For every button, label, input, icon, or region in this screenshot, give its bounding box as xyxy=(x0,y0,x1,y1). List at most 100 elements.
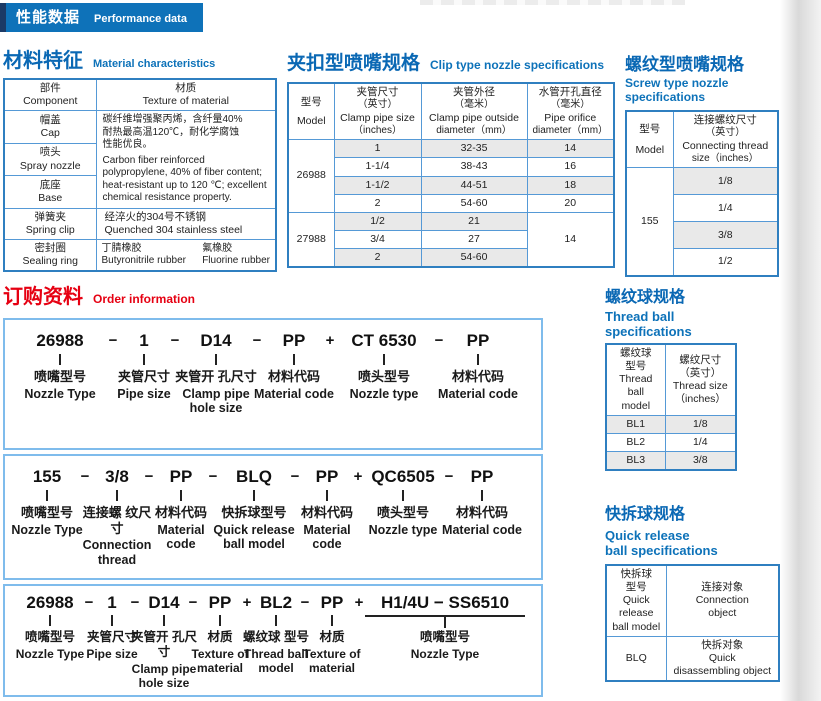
tick-line xyxy=(180,490,182,501)
order-code-token: CT 6530 xyxy=(351,331,417,350)
header-en: model xyxy=(621,399,651,412)
order-code-token: + xyxy=(353,468,363,485)
quick-title-en2: ball specifications xyxy=(605,543,718,558)
order-code-token: PP xyxy=(470,467,494,486)
header-en: Texture of material xyxy=(142,95,229,108)
material-title-zh: 材料特征 xyxy=(3,50,83,72)
header-en: Pipe orifice xyxy=(544,111,597,124)
order-code-token: 155 xyxy=(32,467,62,486)
screw-header-size: 连接螺纹尺寸 （英寸） Connecting thread size（inche… xyxy=(672,110,779,169)
order-label-en: Nozzle Type xyxy=(24,386,96,401)
cell-en: Quick xyxy=(708,651,736,664)
order-code-token: D14 xyxy=(200,331,232,350)
tick-line xyxy=(163,615,165,626)
header-zh: 夹管尺寸 xyxy=(356,86,399,98)
table-row: BL3 3/8 xyxy=(605,450,737,471)
order-code-part: PP 材料代码 Material code xyxy=(442,465,522,537)
order-code-token: PP xyxy=(315,467,339,486)
order-code-token: PP xyxy=(169,467,193,486)
order-code-token: BLQ xyxy=(236,467,272,486)
order-label-en: Clamp pipe hole size xyxy=(131,662,197,691)
order-code-token: 1 xyxy=(139,331,149,350)
order-label-en: Texture of material xyxy=(191,647,249,676)
order-code-separator: − xyxy=(299,592,311,614)
cell-zh: 底座 xyxy=(39,178,61,191)
order-code-separator: + xyxy=(321,329,339,353)
screw-title-zh: 螺纹型喷嘴规格 xyxy=(625,55,744,74)
header-zh: 材质 xyxy=(175,82,197,94)
order-label-zh: 夹管开 孔尺寸 xyxy=(131,630,197,659)
table-row: 3/8 xyxy=(626,221,779,250)
order-label-zh: 喷嘴型号 xyxy=(20,505,73,520)
cropped-text-remnant xyxy=(420,0,685,5)
cell-zh: 弹簧夹 xyxy=(34,210,67,223)
table-row: 2 54-60 xyxy=(288,248,614,268)
order-label-en: Nozzle type xyxy=(349,386,419,401)
order-label-zh: 喷嘴型号 xyxy=(24,630,75,644)
order-code-part: 1 夹管尺寸 Pipe size xyxy=(86,592,137,661)
header-en-sub: size（inches） xyxy=(691,152,759,164)
header-zh: 型号 xyxy=(625,581,647,594)
order-label-en: Nozzle Type xyxy=(410,647,480,661)
clip-table: 型号 Model 夹管尺寸 （英寸） Clamp pipe size （inch… xyxy=(287,82,615,269)
desc-en: Carbon fiber reinforced polypropylene, 4… xyxy=(102,154,267,204)
order-code-part: D14 夹管开 孔尺寸 Clamp pipe hole size xyxy=(131,592,197,690)
order-code-part: QC6505 喷头型号 Nozzle type xyxy=(365,465,441,537)
header-en: Thread size xyxy=(672,379,728,392)
header-en-sub: （inches） xyxy=(674,392,726,405)
order-code-part: BLQ 快拆球型号 Quick release ball model xyxy=(213,465,294,552)
cell-zh: 密封圈 xyxy=(34,242,67,254)
order-title-en: Order information xyxy=(93,292,196,306)
table-row: 1/4 xyxy=(626,194,779,223)
order-code-token: PP xyxy=(320,593,344,612)
order-code-separator: − xyxy=(103,329,123,353)
order-label-zh: 夹管尺寸 xyxy=(86,630,137,644)
spring-clip-material: 经淬火的304号不锈钢 Quenched 304 stainless steel xyxy=(95,207,277,241)
order-label-en: Material code xyxy=(442,522,522,537)
header-zh-sub: （毫米） xyxy=(550,99,591,111)
cell-zh: 氟橡胶 xyxy=(202,242,233,254)
order-label-en: Nozzle Type xyxy=(15,647,85,661)
order-label-en: Quick release ball model xyxy=(213,522,295,552)
od-cell: 54-60 xyxy=(420,248,528,268)
material-description-cell: 碳纤维增强聚丙烯，含纤量40% 耐热最高温120℃，耐化学腐蚀 性能优良。 Ca… xyxy=(95,110,277,209)
order-code-token: − xyxy=(130,594,140,611)
clip-header-od: 夹管外径 （毫米） Clamp pipe outside diameter（mm… xyxy=(420,82,528,141)
order-label-zh: 材质 xyxy=(319,630,345,644)
tick-line xyxy=(481,490,483,501)
od-cell: 44-51 xyxy=(420,175,528,195)
tick-line xyxy=(111,615,113,626)
order-label-zh: 螺纹球 型号 xyxy=(243,630,309,644)
size-cell: 1/4 xyxy=(672,194,779,223)
threadball-title-en1: Thread ball xyxy=(605,309,675,324)
header-en: object xyxy=(708,607,737,620)
order-code-token: QC6505 xyxy=(371,467,435,486)
orifice-cell: 14 xyxy=(526,211,615,268)
cell-zh: 喷头 xyxy=(39,146,61,159)
cell-en: Spray nozzle xyxy=(19,159,81,172)
header-zh: 水管开孔直径 xyxy=(538,86,602,98)
tick-line xyxy=(143,354,145,365)
screw-table: 型号 Model 连接螺纹尺寸 （英寸） Connecting thread s… xyxy=(625,110,779,277)
order-code-token: + xyxy=(354,594,364,611)
tick-line xyxy=(49,615,51,626)
component-spray-nozzle: 喷头 Spray nozzle xyxy=(3,142,97,177)
order-code-part: PP 材料代码 Material code xyxy=(254,329,334,401)
table-row: 喷头 Spray nozzle xyxy=(3,142,276,177)
order-code-token: − xyxy=(444,468,454,485)
table-row: BLQ 快拆对象 Quick disassembling object xyxy=(605,635,780,682)
order-code-token: PP xyxy=(208,593,232,612)
model-cell: BL3 xyxy=(605,450,666,471)
order-label-zh: 夹管尺寸 xyxy=(117,369,170,384)
quick-header-model: 快拆球 型号 Quick release ball model xyxy=(605,564,667,637)
order-code-separator: − xyxy=(187,592,199,614)
clip-header-size: 夹管尺寸 （英寸） Clamp pipe size （inches） xyxy=(333,82,422,141)
orifice-cell: 18 xyxy=(526,175,615,195)
order-code-separator: − xyxy=(429,329,449,353)
header-en: Thread ball xyxy=(619,373,653,399)
order-code-token: − xyxy=(80,468,90,485)
order-code-token: − xyxy=(208,468,218,485)
header-en: Model xyxy=(296,114,326,127)
order-code-token: − xyxy=(434,332,444,349)
